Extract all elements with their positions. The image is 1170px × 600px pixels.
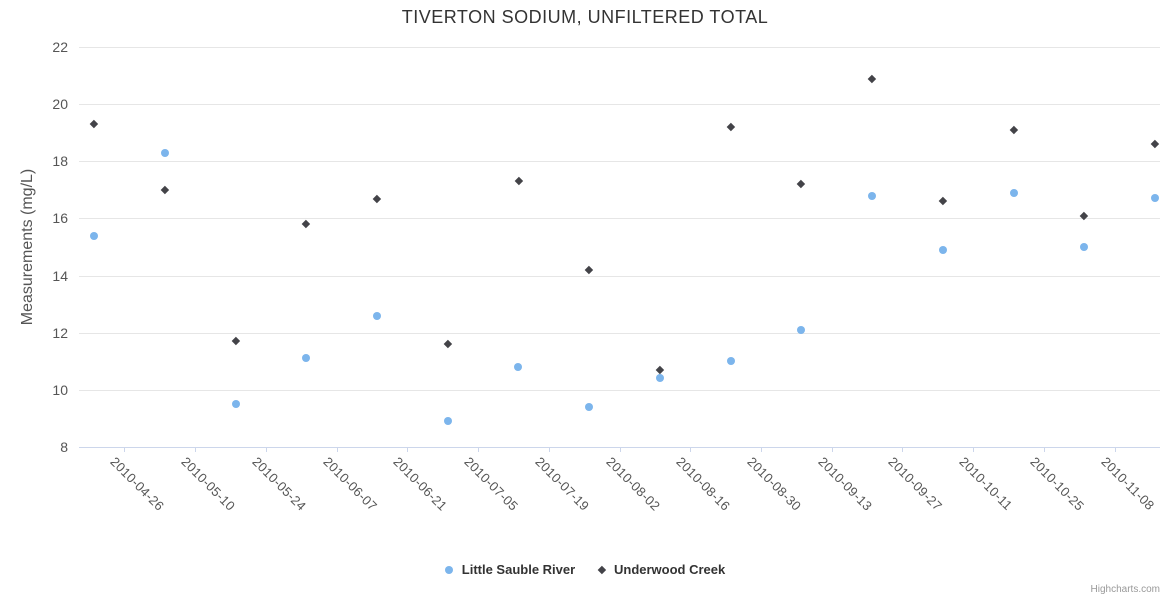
x-tick-label: 2010-06-07 [320,454,380,514]
data-point-little-sauble-river[interactable] [655,374,664,383]
x-tick-label: 2010-05-24 [249,454,310,514]
y-axis-title: Measurements (mg/L) [19,168,36,326]
y-tick-label: 10 [52,381,68,398]
y-tick-label: 18 [52,153,68,170]
legend: Little Sauble River Underwood Creek [0,562,1170,577]
data-point-little-sauble-river[interactable] [443,417,452,426]
x-tick-mark [619,447,621,452]
x-tick-label: 2010-11-08 [1097,454,1158,514]
x-tick-mark [195,447,197,452]
gridline [79,104,1160,106]
data-point-little-sauble-river[interactable] [90,231,99,240]
circle-marker-icon [444,565,453,574]
x-tick-mark [1043,447,1045,452]
x-tick-label: 2010-08-16 [673,454,734,514]
plot-area [79,47,1160,448]
x-tick-mark [831,447,833,452]
x-tick-mark [124,447,126,452]
y-tick-label: 14 [52,267,68,284]
x-tick-mark [902,447,904,452]
x-tick-mark [336,447,338,452]
x-tick-label: 2010-09-13 [815,454,875,514]
gridline [79,332,1160,334]
gridline [79,218,1160,220]
x-tick-label: 2010-04-26 [107,454,168,514]
data-point-little-sauble-river[interactable] [1080,243,1089,251]
gridline [79,161,1160,163]
chart-title: TIVERTON SODIUM, UNFILTERED TOTAL [401,7,769,27]
y-tick-label: 16 [52,210,68,227]
x-tick-mark [1114,447,1116,452]
x-tick-mark [690,447,692,452]
x-tick-mark [478,447,480,452]
gridline [79,389,1160,391]
gridline [79,275,1160,277]
legend-label: Little Sauble River [461,562,576,577]
data-point-little-sauble-river[interactable] [726,357,735,366]
legend-item-underwood-creek[interactable]: Underwood Creek [597,562,726,577]
x-tick-mark [760,447,762,452]
x-tick-mark [548,447,550,452]
x-tick-label: 2010-07-19 [532,454,592,514]
highcharts-credit-link[interactable]: Highcharts.com [1090,584,1160,595]
data-point-little-sauble-river[interactable] [302,354,311,363]
y-tick-label: 22 [52,39,68,55]
data-point-little-sauble-river[interactable] [938,245,947,254]
data-point-little-sauble-river[interactable] [868,191,877,200]
data-point-little-sauble-river[interactable] [160,148,169,157]
data-point-little-sauble-river[interactable] [514,363,523,371]
x-tick-mark [973,447,975,452]
x-tick-label: 2010-10-11 [956,454,1016,514]
legend-item-little-sauble-river[interactable]: Little Sauble River [444,562,576,577]
diamond-marker-icon [597,565,607,574]
x-tick-label: 2010-05-10 [178,454,239,514]
data-point-little-sauble-river[interactable] [231,400,240,409]
data-point-little-sauble-river[interactable] [1009,188,1018,197]
x-tick-label: 2010-06-21 [390,454,451,514]
data-point-little-sauble-river[interactable] [1150,194,1159,203]
legend-label: Underwood Creek [613,562,726,577]
y-tick-label: 12 [52,324,68,341]
x-tick-mark [265,447,267,452]
data-point-little-sauble-river[interactable] [585,403,594,411]
x-tick-label: 2010-07-05 [461,454,522,514]
x-tick-mark [407,447,409,452]
data-point-little-sauble-river[interactable] [797,325,806,334]
x-tick-label: 2010-09-27 [885,454,946,514]
x-tick-label: 2010-08-30 [744,454,805,514]
y-tick-label: 20 [52,96,68,113]
y-tick-label: 8 [60,439,68,455]
x-tick-label: 2010-08-02 [602,454,663,514]
data-point-little-sauble-river[interactable] [373,311,382,320]
x-tick-label: 2010-10-25 [1027,454,1087,514]
gridline [79,47,1160,48]
